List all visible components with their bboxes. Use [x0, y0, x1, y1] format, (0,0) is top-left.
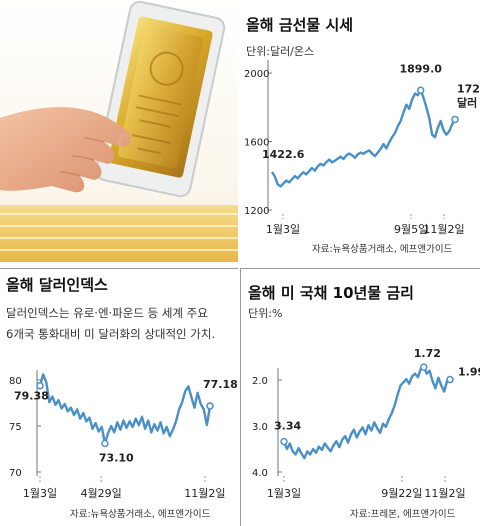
gold-chart-title: 올해 금선물 시세: [246, 16, 354, 34]
gold-bar-photo: [0, 0, 238, 262]
dxy-point-marker: [101, 439, 109, 448]
divider: [0, 268, 238, 269]
ust10-series-line: [282, 365, 451, 460]
dxy-x-tick-label: 11월2일: [184, 486, 225, 500]
dxy-data-label: 79.38: [14, 390, 49, 403]
dxy-y-tick-label: 80: [9, 376, 22, 387]
dxy-chart-source: 자료:뉴욕상품거래소, 에프앤가이드: [70, 509, 211, 520]
dxy-y-tick-label: 70: [9, 468, 22, 479]
dxy-data-label: 77.18: [203, 378, 238, 391]
dxy-y-tick-label: 75: [9, 422, 22, 433]
ust10-x-tick-label: 1월3일: [267, 486, 301, 500]
dxy-x-tick-label: 1월3일: [23, 486, 57, 500]
gold-point-marker: [451, 115, 459, 124]
ust-chart-source: 자료:프레본, 에프앤가이드: [350, 509, 456, 520]
dxy-point-marker: [206, 402, 214, 410]
gold-x-tick-label: 11월2일: [423, 222, 464, 236]
dxy-chart-desc-line2: 6개국 통화대비 미 달러화의 상대적인 가치.: [6, 327, 216, 341]
dxy-x-tick-label: 4월29일: [81, 486, 122, 500]
gold-point-marker: [416, 86, 425, 95]
dxy-chart-title: 올해 달러인덱스: [6, 276, 108, 294]
gold-chart-source: 자료:뉴욕상품거래소, 에프앤가이드: [312, 244, 453, 255]
gold-series-line: [270, 89, 457, 188]
ust10-x-tick-label: 9월22일: [381, 486, 422, 500]
ust10-point-marker: [280, 437, 288, 446]
gold-y-tick-label: 1200: [244, 206, 269, 217]
ust10-x-tick-label: 11월2일: [424, 486, 465, 500]
gold-data-label: 달러: [457, 95, 477, 109]
gold-chart-unit: 단위:달러/온스: [246, 45, 315, 58]
ust10-data-label: 1.99%: [458, 366, 480, 379]
gold-data-label: 1728.7: [457, 82, 480, 95]
gold-y-tick-label: 2000: [244, 69, 269, 80]
dxy-point-marker: [36, 381, 44, 390]
gold-bar-image: [0, 0, 238, 262]
dxy-series-line: [38, 373, 212, 445]
divider: [240, 268, 480, 269]
divider: [240, 268, 241, 526]
ust10-y-tick-label: 4.0: [252, 468, 268, 479]
ust10-data-label: 3.34: [274, 420, 301, 433]
gold-x-tick-label: 9월5일: [394, 222, 428, 236]
ust-chart-title: 올해 미 국채 10년물 금리: [248, 284, 414, 302]
ust10-y-tick-label: 3.0: [252, 422, 268, 433]
gold-data-label: 1899.0: [399, 62, 442, 75]
dxy-data-label: 73.10: [99, 451, 134, 464]
gold-x-tick-label: 1월3일: [266, 222, 300, 236]
dxy-chart-desc-line1: 달러인덱스는 유로·엔·파운드 등 세계 주요: [6, 306, 208, 320]
ust10-point-marker: [420, 363, 428, 371]
gold-data-label: 1422.6: [262, 148, 305, 161]
ust10-point-marker: [446, 375, 454, 384]
ust10-y-tick-label: 2.0: [252, 376, 268, 387]
ust10-data-label: 1.72: [414, 347, 441, 360]
ust-chart-unit: 단위:%: [248, 307, 283, 320]
gold-y-tick-label: 1600: [244, 138, 269, 149]
